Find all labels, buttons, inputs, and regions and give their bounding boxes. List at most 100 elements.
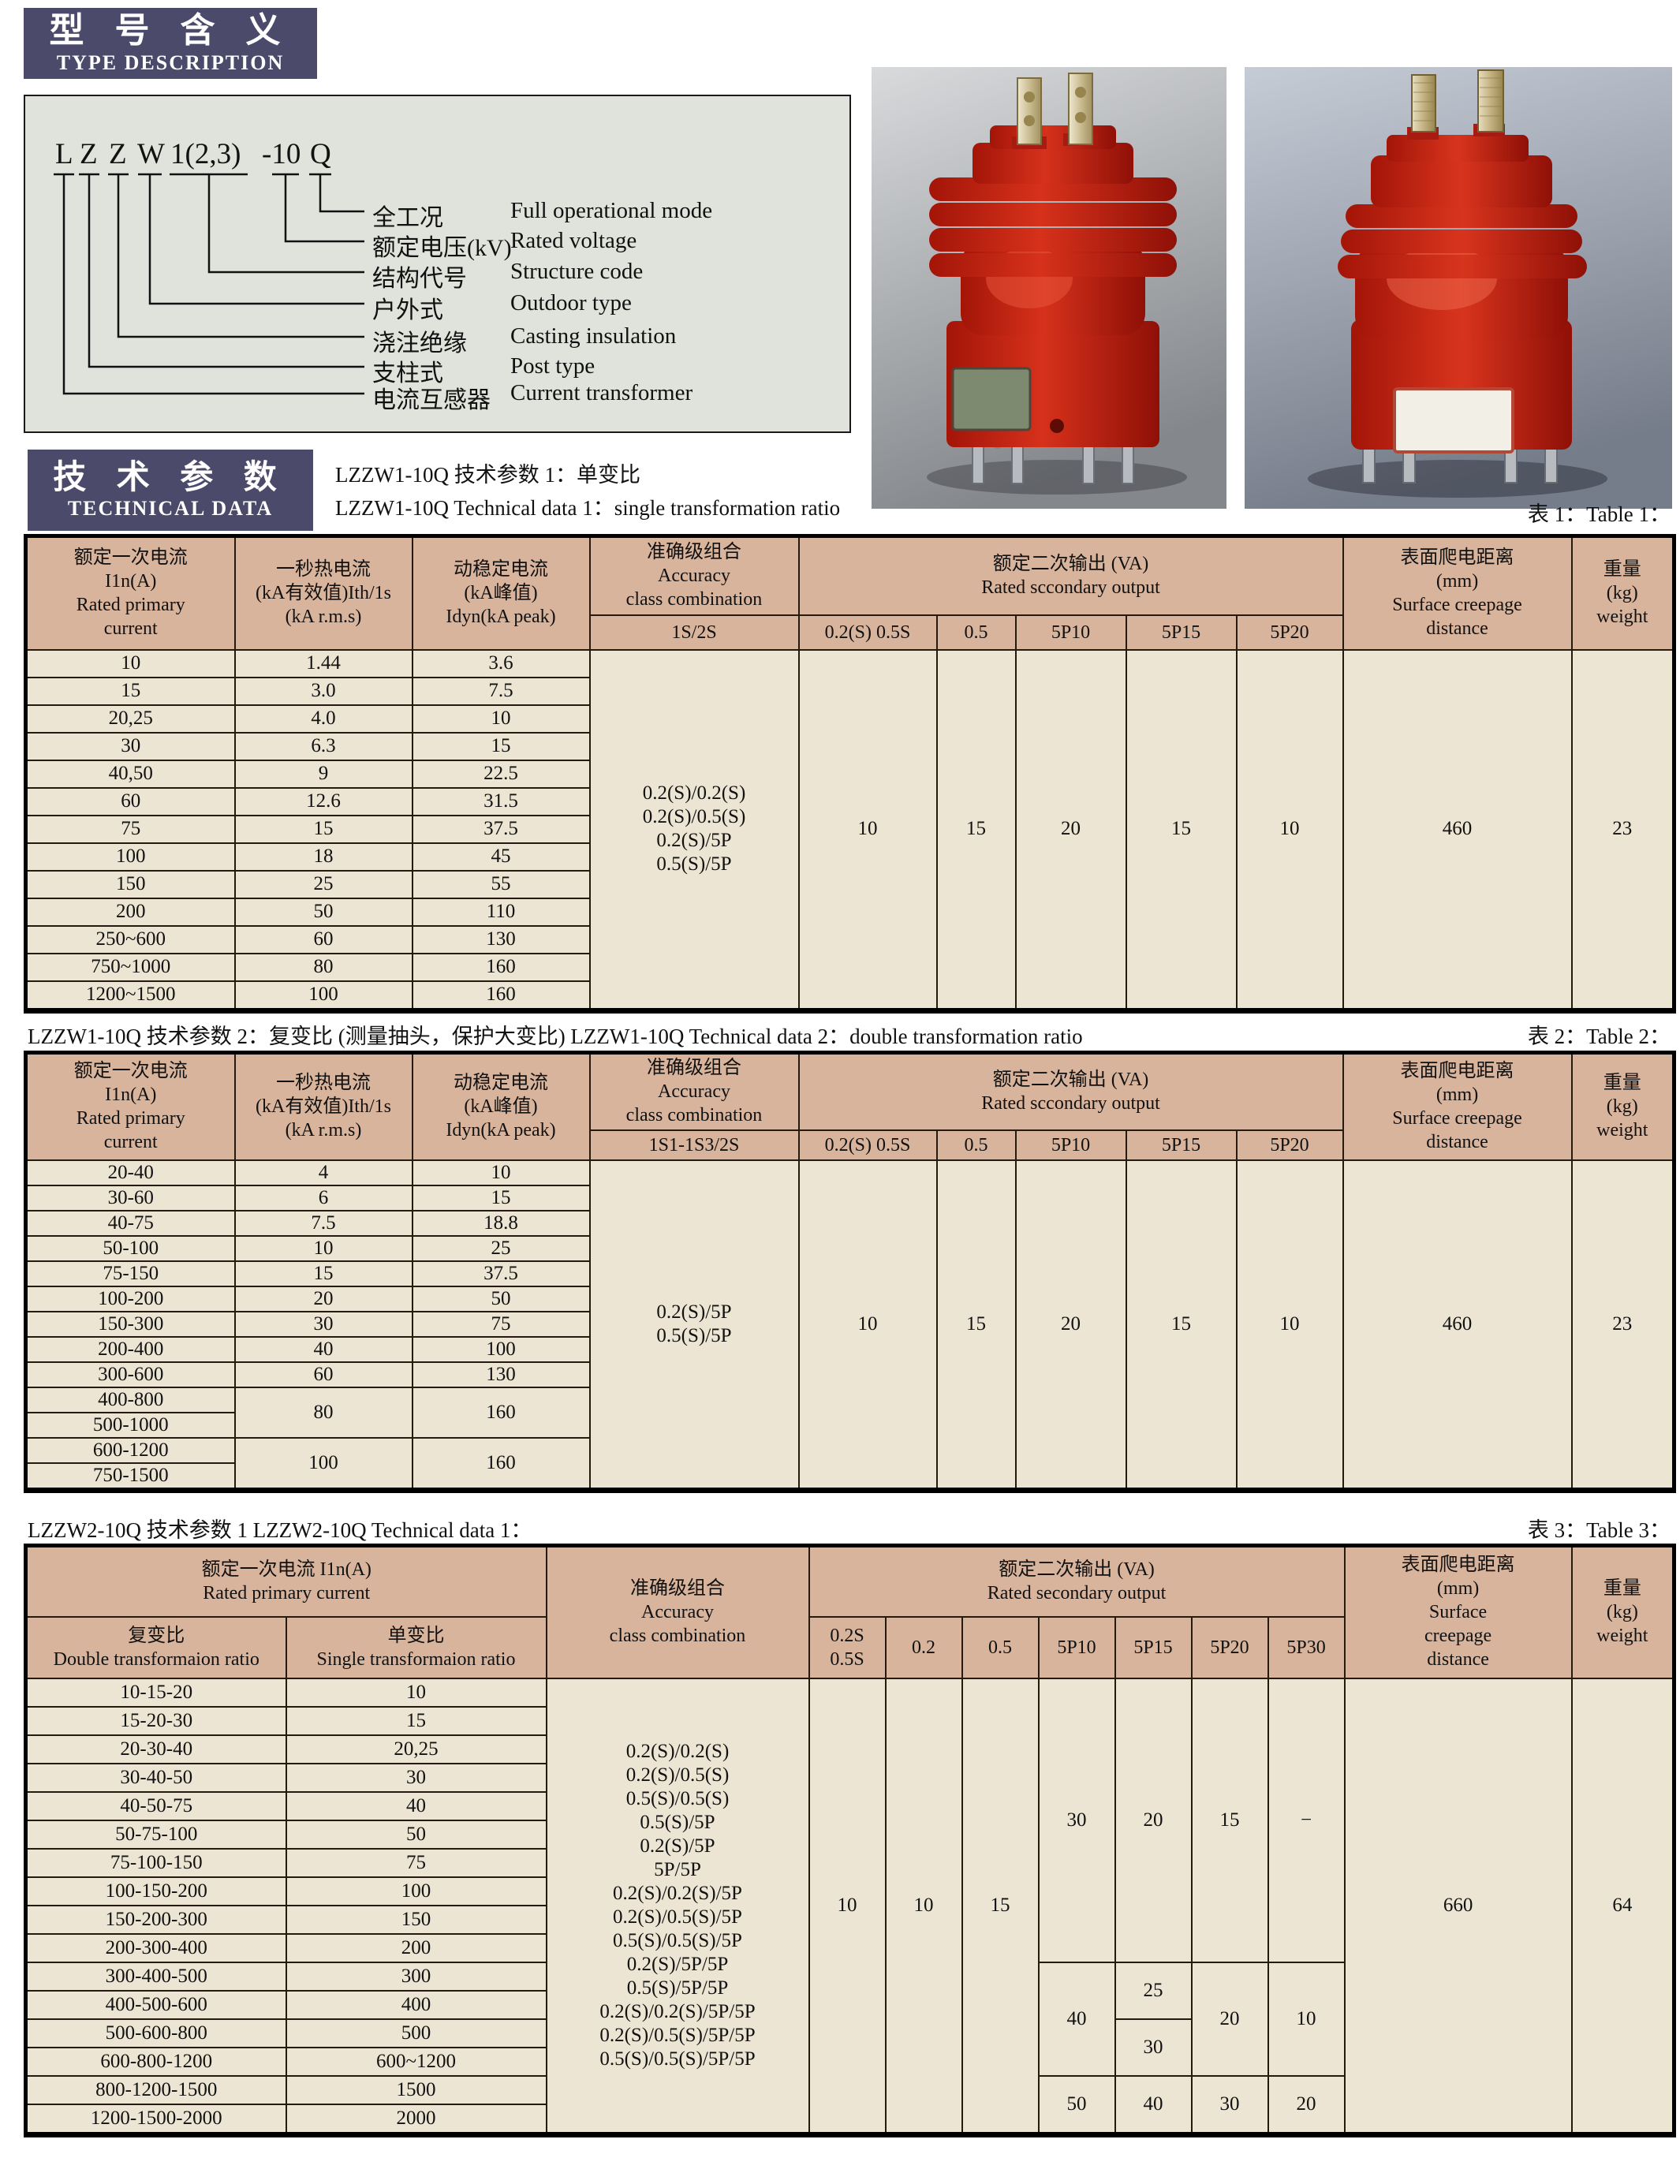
table-cell: 50-100	[24, 1234, 236, 1262]
weight-cell: 23	[1570, 648, 1675, 1011]
type-description-title-en: TYPE DESCRIPTION	[56, 50, 285, 74]
table2-double-ratio: 额定一次电流 I1n(A) Rated primary current 一秒热电…	[24, 1051, 1677, 1493]
weight-cell: 64	[1570, 1677, 1675, 2135]
output-cell: 20	[1114, 1677, 1193, 1963]
table-cell: 75	[285, 1847, 547, 1878]
table-row: 300-400-500 300 40 25 20 10	[24, 1961, 1674, 2077]
technical-data-title-cn: 技 术 参 数	[53, 459, 288, 496]
table-cell: 45	[411, 842, 591, 872]
table-cell: 7.5	[233, 1209, 413, 1237]
output-cell: 15	[1190, 1677, 1269, 1963]
table-row: 10-15-20 10 0.2(S)/0.2(S) 0.2(S)/0.5(S) 0.…	[24, 1677, 1675, 2135]
table-cell: 25	[233, 869, 413, 899]
code-part-Q: Q	[310, 138, 331, 170]
output-cell: 50	[1037, 2074, 1116, 2135]
table-cell: 130	[411, 1361, 591, 1388]
table-cell: 100	[233, 980, 413, 1011]
header-subrow: 复变比 Double transformaion ratio 单变比 Singl…	[24, 1615, 1674, 1679]
table-row: 400-800 80 160	[24, 1386, 1674, 1439]
table-cell: 10-15-20	[24, 1677, 287, 1708]
table-row: 800-1200-1500 1500 50 40 30 20	[24, 2074, 1674, 2135]
table-cell: 100	[24, 842, 236, 872]
output-cell: 15	[1125, 648, 1238, 1011]
table-cell: 30	[285, 1762, 547, 1793]
table-cell: 30	[24, 731, 236, 761]
legend-en: Structure code	[510, 259, 644, 284]
header-row: 额定一次电流 I1n(A) Rated primary current 准确级组…	[24, 1544, 1675, 1679]
subcol-accuracy: 1S1-1S3/2S	[588, 1129, 800, 1161]
product-photo-rear	[1245, 67, 1672, 509]
table-cell: 80	[233, 952, 413, 982]
header-subrow: 1S/2S 0.2(S) 0.5S 0.5 5P10 5P15 5P20	[26, 614, 1674, 651]
table-row: 150-200-300 150	[24, 1904, 1674, 1935]
col-accuracy: 准确级组合 Accuracy class combination	[588, 535, 800, 616]
table-cell: 160	[411, 952, 591, 982]
subcol-output-1: 0.5	[935, 1129, 1017, 1161]
table-cell: 15	[233, 814, 413, 844]
col-accuracy: 准确级组合 Accuracy class combination	[588, 1051, 800, 1131]
table-row: 200-400 40 100	[24, 1335, 1674, 1363]
table-cell: 55	[411, 869, 591, 899]
table-row: 15-20-30 15	[24, 1705, 1674, 1736]
legend-en: Full operational mode	[510, 198, 713, 223]
legend-en: Outdoor type	[510, 290, 632, 315]
legend-cn: 户外式	[372, 297, 443, 323]
col-weight: 重量 (kg) weight	[1570, 535, 1675, 651]
subcol-output-3: 5P15	[1125, 614, 1238, 651]
table-row: 20,25 4.0 10	[24, 704, 1674, 734]
output-cell: 15	[935, 648, 1017, 1011]
output-cell: 30	[1190, 2074, 1269, 2135]
table-cell: 50-75-100	[24, 1819, 287, 1850]
table-cell: 300	[285, 1961, 547, 1992]
output-cell: 40	[1037, 1961, 1116, 2077]
table2-header: 额定一次电流 I1n(A) Rated primary current 一秒热电…	[24, 1051, 1675, 1161]
table-row: 40-50-75 40	[24, 1790, 1674, 1821]
table-row: 150-300 30 75	[24, 1310, 1674, 1338]
subcol-output-5: 5P20	[1190, 1615, 1269, 1679]
table-cell: 20,25	[285, 1734, 547, 1764]
table-cell: 9	[233, 759, 413, 789]
table-cell: 100	[411, 1335, 591, 1363]
code-part-Z2: Z	[109, 138, 127, 170]
type-code-connector-lines	[54, 173, 364, 395]
table-cell: 200	[24, 897, 236, 927]
table-row: 75-100-150 75	[24, 1847, 1674, 1878]
subcol-double-ratio: 复变比 Double transformaion ratio	[24, 1615, 287, 1679]
table-cell: 500-1000	[24, 1411, 236, 1439]
table-cell: 50	[411, 1285, 591, 1312]
table-cell: 30	[233, 1310, 413, 1338]
table-cell: 200-400	[24, 1335, 236, 1363]
col-creepage: 表面爬电距离 (mm) Surface creepage distance	[1342, 1051, 1573, 1161]
table-cell: 10	[411, 704, 591, 734]
table-cell: 40	[233, 1335, 413, 1363]
table-row: 30-60 6 15	[24, 1184, 1674, 1211]
table-cell: 2000	[285, 2103, 547, 2135]
table-cell: 15-20-30	[24, 1705, 287, 1736]
legend-en: Rated voltage	[510, 228, 637, 253]
code-part-Z1: Z	[80, 138, 98, 170]
header-row: 额定一次电流 I1n(A) Rated primary current 一秒热电…	[24, 535, 1675, 651]
table3-title: LZZW2-10Q 技术参数 1 LZZW2-10Q Technical dat…	[28, 1518, 532, 1542]
table-row: 750~1000 80 160	[24, 952, 1674, 982]
transformer-rear-illustration	[1245, 67, 1672, 509]
table-cell: 110	[411, 897, 591, 927]
output-cell: 15	[935, 1159, 1017, 1491]
subcol-output-4: 5P20	[1235, 1129, 1344, 1161]
table-cell: 40	[285, 1790, 547, 1821]
table-cell: 50	[285, 1819, 547, 1850]
table-cell: 7.5	[411, 676, 591, 706]
table-cell: 100-150-200	[24, 1876, 287, 1906]
subcol-single-ratio: 单变比 Single transformaion ratio	[285, 1615, 547, 1679]
output-cell: 10	[884, 1677, 963, 2135]
technical-data-header: 技 术 参 数 TECHNICAL DATA	[28, 450, 313, 531]
subcol-accuracy: 1S/2S	[588, 614, 800, 651]
table-cell: 750-1500	[24, 1462, 236, 1491]
table-row: 100-200 20 50	[24, 1285, 1674, 1312]
output-cell: 15	[961, 1677, 1040, 2135]
code-part-W: W	[137, 138, 165, 170]
type-code-diagram: L Z Z W 1(2,3) -10 Q 全工况 Full operationa…	[24, 95, 851, 433]
product-photo-front	[872, 67, 1226, 509]
table-cell: 20-30-40	[24, 1734, 287, 1764]
table-cell: 250~600	[24, 924, 236, 954]
